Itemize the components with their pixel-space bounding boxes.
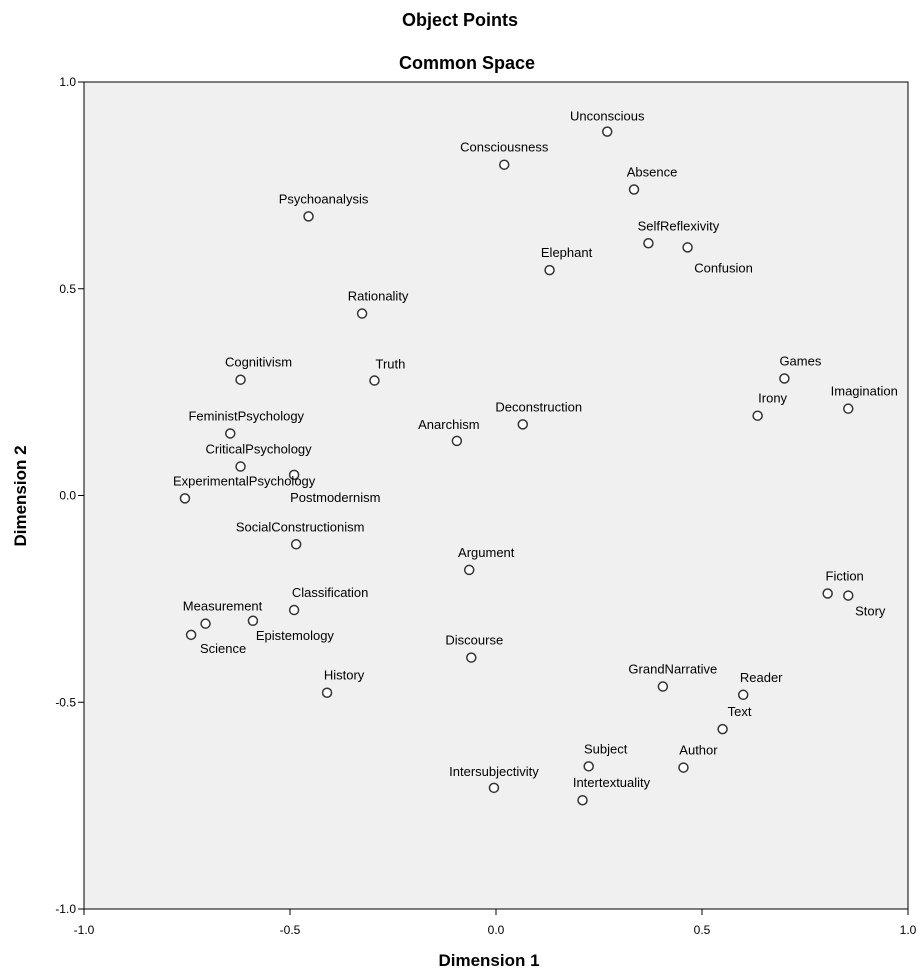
- point-label-discourse: Discourse: [445, 633, 503, 648]
- y-tick-label: 0.5: [59, 282, 76, 296]
- point-reader: [737, 689, 749, 701]
- point-selfreflexivity: [643, 238, 654, 249]
- point-subject: [583, 761, 594, 772]
- point-intertextuality: [577, 794, 588, 806]
- point-discourse: [466, 652, 477, 663]
- point-label-measurement: Measurement: [183, 599, 263, 614]
- point-argument: [463, 564, 475, 576]
- chart-subtitle: Common Space: [399, 53, 535, 73]
- point-author: [678, 762, 689, 773]
- point-label-rationality: Rationality: [348, 289, 409, 304]
- point-experimentalpsychology: [179, 493, 191, 504]
- point-history: [321, 687, 333, 698]
- point-label-absence: Absence: [627, 165, 678, 180]
- point-label-text: Text: [728, 704, 752, 719]
- point-label-psychoanalysis: Psychoanalysis: [279, 191, 369, 206]
- point-label-argument: Argument: [458, 545, 515, 560]
- y-tick-label: 0.0: [59, 489, 76, 503]
- y-axis-title: Dimension 2: [11, 445, 30, 546]
- point-grandnarrative: [657, 681, 669, 692]
- point-story: [843, 590, 854, 601]
- y-tick-label: -0.5: [55, 695, 76, 709]
- point-text: [717, 723, 728, 735]
- point-label-cognitivism: Cognitivism: [225, 355, 292, 370]
- point-measurement: [200, 618, 211, 629]
- point-label-intersubjectivity: Intersubjectivity: [449, 764, 539, 779]
- point-epistemology: [247, 615, 259, 627]
- point-label-classification: Classification: [292, 585, 369, 600]
- point-label-irony: Irony: [758, 391, 787, 406]
- point-games: [779, 373, 790, 384]
- point-label-experimentalpsychology: ExperimentalPsychology: [173, 473, 316, 488]
- point-fiction: [822, 588, 833, 599]
- point-label-feministpsychology: FeministPsychology: [188, 408, 304, 423]
- point-irony: [752, 410, 763, 421]
- point-label-subject: Subject: [584, 741, 628, 756]
- point-unconscious: [601, 126, 613, 137]
- point-label-story: Story: [855, 604, 886, 619]
- points-layer: Unconscious Consciousness Absence Psychoana…: [173, 109, 898, 806]
- point-intersubjectivity: [488, 782, 500, 794]
- axis-ticks: -1.0 -0.5 0.0 0.5 1.0 -1.0 -0.5 0.0 0.5 1.0: [55, 75, 916, 937]
- point-cognitivism: [235, 374, 246, 385]
- point-label-deconstruction: Deconstruction: [495, 399, 582, 414]
- point-label-confusion: Confusion: [694, 260, 753, 275]
- chart-title: Object Points: [402, 10, 518, 30]
- point-elephant: [544, 264, 555, 276]
- point-confusion: [682, 242, 693, 253]
- x-tick-label: 1.0: [900, 923, 917, 937]
- point-rationality: [356, 308, 368, 319]
- point-label-consciousness: Consciousness: [460, 140, 549, 155]
- point-label-elephant: Elephant: [541, 245, 593, 260]
- x-tick-label: 0.0: [488, 923, 505, 937]
- point-label-unconscious: Unconscious: [570, 109, 645, 124]
- point-absence: [628, 184, 640, 195]
- point-label-criticalpsychology: CriticalPsychology: [205, 442, 312, 457]
- point-label-socialconstructionism: SocialConstructionism: [236, 519, 365, 534]
- point-consciousness: [498, 159, 510, 170]
- point-classification: [288, 604, 300, 616]
- point-label-truth: Truth: [376, 357, 406, 372]
- point-socialconstructionism: [290, 539, 302, 550]
- point-label-grandnarrative: GrandNarrative: [628, 662, 717, 677]
- x-axis-title: Dimension 1: [438, 951, 539, 970]
- point-label-anarchism: Anarchism: [418, 417, 479, 432]
- point-label-postmodernism: Postmodernism: [290, 490, 380, 505]
- point-label-fiction: Fiction: [826, 568, 864, 583]
- y-tick-label: -1.0: [55, 902, 76, 916]
- point-criticalpsychology: [235, 461, 246, 472]
- point-label-intertextuality: Intertextuality: [573, 775, 651, 790]
- point-label-games: Games: [779, 353, 821, 368]
- point-postmodernism: [288, 469, 300, 481]
- point-truth: [369, 375, 380, 386]
- x-tick-label: -0.5: [280, 923, 301, 937]
- point-psychoanalysis: [303, 211, 314, 222]
- point-label-history: History: [324, 668, 365, 683]
- point-label-reader: Reader: [740, 670, 783, 685]
- x-tick-label: 0.5: [694, 923, 711, 937]
- point-feministpsychology: [225, 428, 236, 439]
- y-tick-label: 1.0: [59, 75, 76, 89]
- point-label-science: Science: [200, 641, 246, 656]
- point-label-epistemology: Epistemology: [256, 628, 335, 643]
- point-label-author: Author: [679, 743, 718, 758]
- point-label-selfreflexivity: SelfReflexivity: [638, 218, 720, 233]
- x-tick-label: -1.0: [74, 923, 95, 937]
- plot-area: [83, 81, 909, 910]
- point-label-imagination: Imagination: [831, 384, 898, 399]
- point-deconstruction: [517, 419, 529, 430]
- point-imagination: [843, 403, 854, 414]
- point-anarchism: [451, 435, 463, 447]
- point-science: [185, 629, 197, 641]
